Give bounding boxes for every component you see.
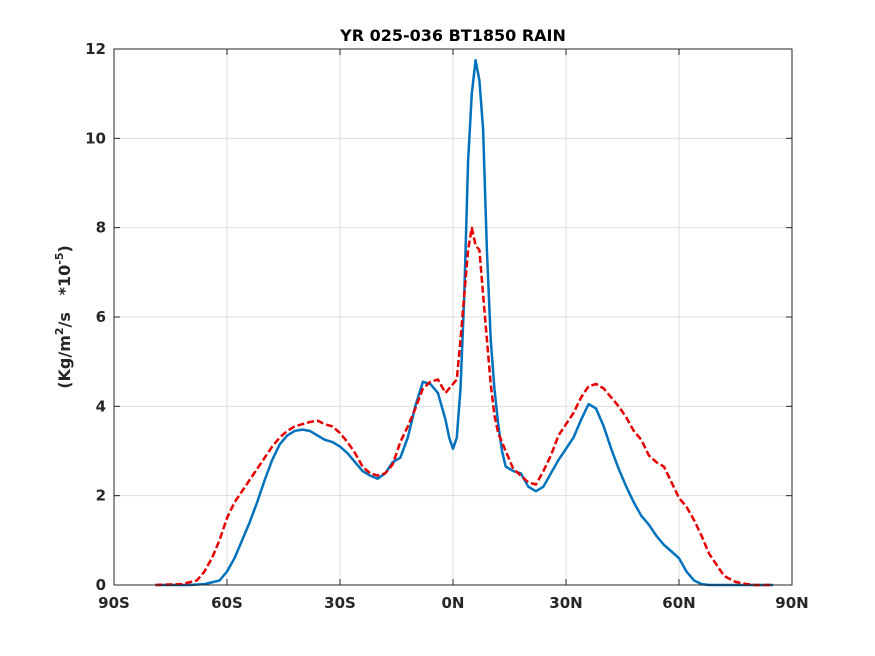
- x-tick-label: 60N: [662, 594, 695, 612]
- series-line-2: [155, 226, 774, 587]
- chart-title: YR 025-036 BT1850 RAIN: [339, 26, 566, 45]
- ylabel-sup1: 2: [53, 327, 66, 335]
- y-tick-label: 12: [85, 40, 106, 58]
- grid-layer: [113, 48, 793, 586]
- y-tick-label: 2: [96, 487, 106, 505]
- y-tick-label: 4: [96, 397, 106, 415]
- x-tick-label: 90S: [98, 594, 130, 612]
- x-tick-label: 90N: [775, 594, 808, 612]
- ylabel-mid: /s *10: [55, 265, 74, 328]
- y-tick-label: 10: [85, 129, 106, 147]
- ylabel-prefix: (Kg/m: [55, 335, 74, 389]
- y-tick-label: 6: [96, 308, 106, 326]
- ylabel-sup2: -5: [53, 253, 66, 265]
- x-tick-label: 30S: [324, 594, 356, 612]
- tick-layer: 90S 60S 30S 0N 30N 60N 90N 0 2 4 6 8 10 12: [85, 40, 809, 612]
- x-tick-label: 30N: [549, 594, 582, 612]
- series-layer: [155, 58, 774, 587]
- x-tick-label: 60S: [211, 594, 243, 612]
- y-tick-label: 0: [96, 576, 106, 594]
- x-tick-label: 0N: [442, 594, 465, 612]
- y-axis-label: (Kg/m2/s *10-5): [53, 245, 74, 389]
- y-tick-label: 8: [96, 219, 106, 237]
- series-line-1: [155, 58, 774, 587]
- ylabel-suffix: ): [55, 245, 74, 252]
